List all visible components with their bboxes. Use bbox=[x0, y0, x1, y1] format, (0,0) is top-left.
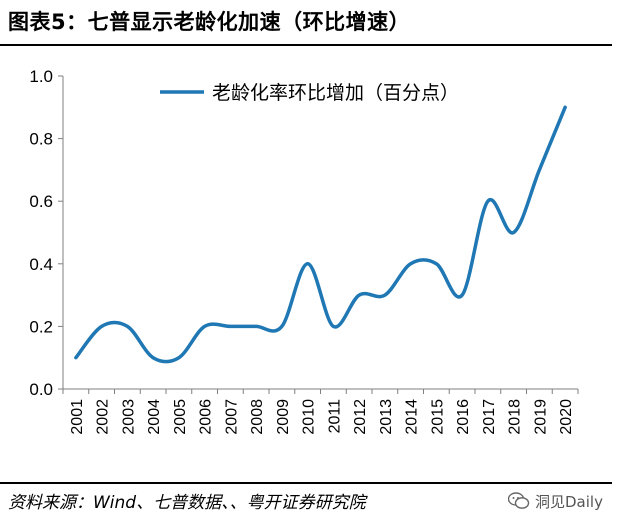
x-tick-label: 2012 bbox=[352, 399, 369, 435]
chart-legend: 老龄化率环比增加（百分点） bbox=[160, 82, 459, 104]
x-tick-label: 2007 bbox=[223, 399, 240, 435]
x-axis-ticks: 2001 2002 2003 2004 2005 2006 2007 2008 2009 2010… bbox=[62, 389, 579, 435]
x-tick-label: 2019 bbox=[532, 399, 549, 435]
data-point-2019 bbox=[537, 168, 541, 172]
x-tick-label: 2002 bbox=[95, 399, 112, 435]
watermark: 洞见Daily bbox=[508, 488, 603, 514]
data-point-2009 bbox=[280, 324, 284, 328]
data-point-2016 bbox=[460, 293, 464, 297]
x-tick-label: 2013 bbox=[378, 399, 395, 435]
wechat-icon bbox=[508, 492, 530, 509]
x-tick-label: 2018 bbox=[507, 399, 524, 435]
y-tick-label: 1.0 bbox=[29, 67, 53, 86]
x-tick-label: 2010 bbox=[301, 399, 318, 435]
x-tick-label: 2017 bbox=[481, 399, 498, 435]
data-point-2008 bbox=[254, 324, 258, 328]
chart-series bbox=[74, 105, 567, 364]
x-tick-label: 2005 bbox=[172, 399, 189, 435]
y-axis-ticks: 0.0 0.2 0.4 0.6 0.8 1.0 bbox=[29, 67, 63, 399]
source-note: 资料来源：Wind、七普数据、、粤开证券研究院 bbox=[8, 493, 366, 513]
figure-title: 图表5：七普显示老龄化加速（环比增速） bbox=[8, 10, 411, 34]
data-point-2006 bbox=[203, 324, 207, 328]
x-tick-label: 2016 bbox=[455, 399, 472, 435]
data-point-2001 bbox=[74, 356, 78, 360]
x-tick-label: 2003 bbox=[120, 399, 137, 435]
data-point-2004 bbox=[151, 356, 155, 360]
x-tick-label: 2020 bbox=[558, 399, 575, 435]
x-tick-label: 2011 bbox=[326, 399, 343, 434]
series-line bbox=[74, 105, 567, 364]
x-tick-label: 2004 bbox=[146, 399, 163, 435]
data-point-2011 bbox=[331, 324, 335, 328]
data-point-2013 bbox=[383, 293, 387, 297]
data-point-2014 bbox=[409, 262, 413, 266]
x-tick-label: 2009 bbox=[275, 399, 292, 435]
title-rule bbox=[0, 44, 612, 46]
y-tick-label: 0.2 bbox=[29, 317, 53, 336]
y-tick-label: 0.6 bbox=[29, 192, 53, 211]
data-point-2007 bbox=[228, 324, 232, 328]
data-point-2017 bbox=[486, 199, 490, 203]
data-point-2005 bbox=[177, 356, 181, 360]
data-point-2018 bbox=[512, 231, 516, 235]
data-point-2010 bbox=[306, 262, 310, 266]
y-tick-label: 0.8 bbox=[29, 130, 53, 149]
legend-label: 老龄化率环比增加（百分点） bbox=[212, 82, 459, 104]
x-tick-label: 2008 bbox=[249, 399, 266, 435]
data-point-2012 bbox=[357, 293, 361, 297]
x-tick-label: 2014 bbox=[404, 399, 421, 435]
data-point-2015 bbox=[434, 262, 438, 266]
x-tick-label: 2006 bbox=[198, 399, 215, 435]
source-rule bbox=[0, 482, 612, 484]
y-tick-label: 0.4 bbox=[29, 255, 53, 274]
data-point-2003 bbox=[125, 324, 129, 328]
data-point-2002 bbox=[100, 324, 104, 328]
x-tick-label: 2001 bbox=[69, 399, 86, 435]
x-tick-label: 2015 bbox=[429, 399, 446, 435]
data-point-2020 bbox=[563, 105, 567, 109]
y-tick-label: 0.0 bbox=[29, 380, 53, 399]
watermark-text: 洞见Daily bbox=[535, 492, 603, 511]
